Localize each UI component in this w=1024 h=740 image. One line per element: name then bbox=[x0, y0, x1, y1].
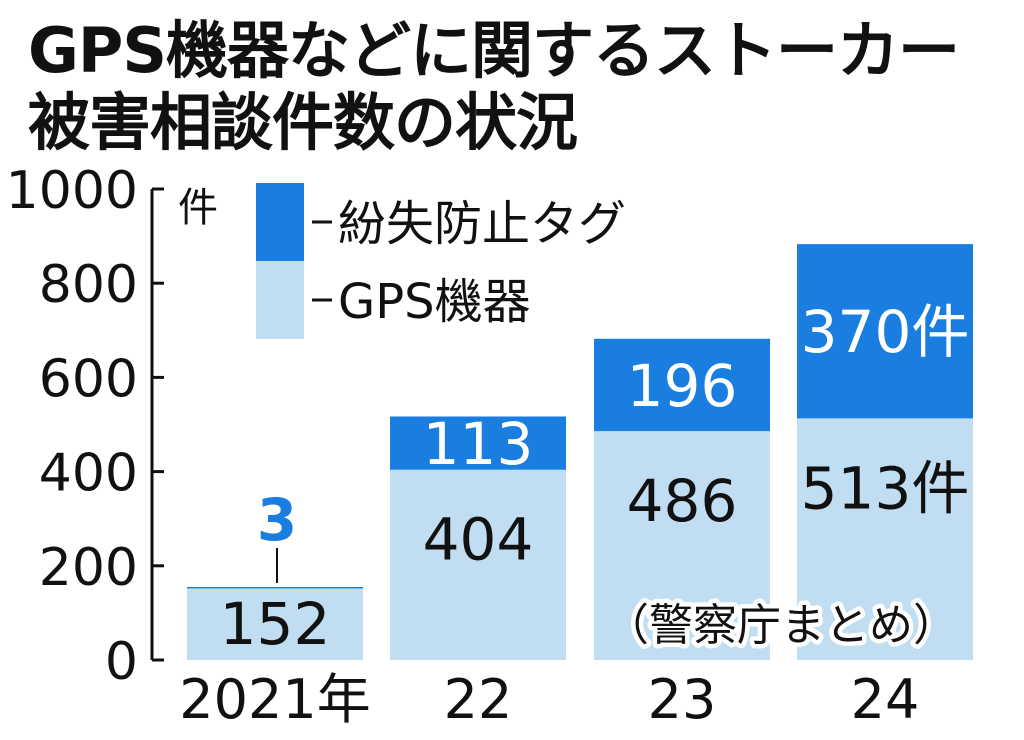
bar-gps bbox=[594, 431, 770, 660]
bar-tag bbox=[797, 244, 973, 419]
data-label-tag: 3 bbox=[257, 486, 297, 554]
bar-tag bbox=[187, 586, 363, 589]
y-tick-label: 1000 bbox=[6, 161, 138, 221]
data-label-gps: 486 bbox=[627, 467, 738, 535]
chart-title-line2: 被害相談件数の状況 bbox=[28, 86, 578, 159]
data-label-gps: 513件 bbox=[801, 454, 970, 522]
x-tick-label: 22 bbox=[444, 668, 513, 731]
legend-label-gps: GPS機器 bbox=[338, 274, 531, 330]
legend-swatch-gps bbox=[256, 261, 304, 339]
y-tick-label: 600 bbox=[39, 349, 138, 409]
bar-gps bbox=[797, 418, 973, 660]
bar-tag bbox=[390, 416, 566, 470]
y-tick-label: 200 bbox=[39, 538, 138, 598]
data-label-tag: 196 bbox=[627, 352, 738, 420]
data-labels: 2021年 152 3 22 404 113 23 486 196 24 513件 370件 bbox=[179, 298, 969, 731]
x-tick-label: 23 bbox=[648, 668, 717, 731]
chart-title-line1: GPS機器などに関するストーカー bbox=[28, 14, 960, 87]
x-tick-label: 24 bbox=[851, 668, 920, 731]
y-tick-label: 0 bbox=[105, 632, 138, 692]
bar-gps bbox=[390, 469, 566, 660]
y-axis: 0 200 400 600 800 1000 件 bbox=[6, 161, 218, 692]
data-label-tag: 370件 bbox=[801, 298, 970, 366]
data-label-tag: 113 bbox=[423, 410, 534, 478]
legend-swatch-tag bbox=[256, 183, 304, 261]
bars bbox=[187, 244, 973, 660]
source-note: （警察庁まとめ） bbox=[605, 600, 957, 651]
bar-tag bbox=[594, 338, 770, 432]
x-tick-label: 2021年 bbox=[179, 668, 370, 731]
y-tick-label: 400 bbox=[39, 444, 138, 504]
y-unit-label: 件 bbox=[178, 185, 218, 231]
y-tick-label: 800 bbox=[39, 255, 138, 315]
data-label-gps: 404 bbox=[423, 506, 534, 574]
data-label-gps: 152 bbox=[220, 590, 331, 658]
legend: 紛失防止タグ GPS機器 bbox=[256, 183, 626, 339]
legend-label-tag: 紛失防止タグ bbox=[338, 196, 626, 252]
bar-gps bbox=[187, 588, 363, 660]
